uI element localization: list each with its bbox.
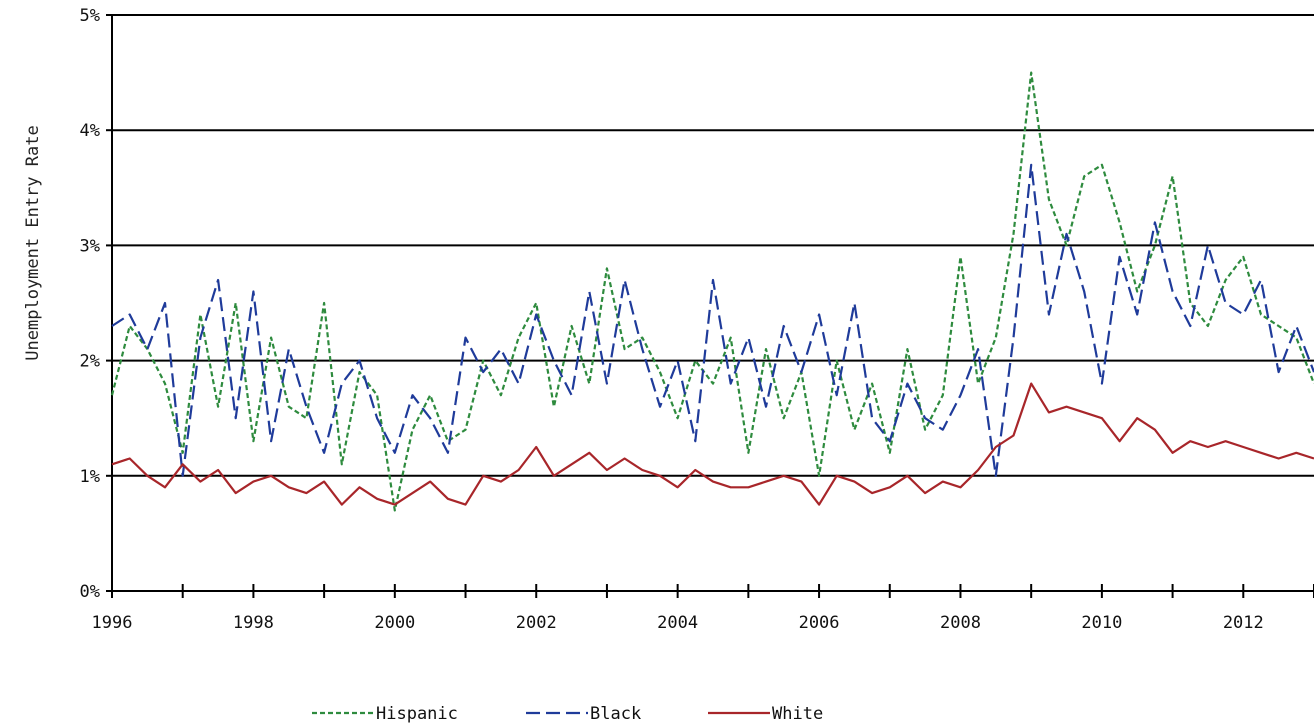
- x-tick-label-2012: 2012: [1223, 613, 1264, 633]
- x-tick-label-2010: 2010: [1081, 613, 1122, 633]
- y-tick-label-3: 3%: [80, 236, 100, 256]
- x-tick-label-2000: 2000: [374, 613, 415, 633]
- y-tick-label-2: 2%: [80, 352, 100, 372]
- x-tick-label-2008: 2008: [940, 613, 981, 633]
- x-tick-label-1996: 1996: [92, 613, 133, 633]
- y-axis-label: Unemployment Entry Rate: [23, 125, 43, 360]
- series-line-hispanic: [110, 71, 1314, 512]
- legend-label-white: White: [772, 704, 823, 724]
- legend: Hispanic Black White: [312, 704, 823, 724]
- series-line-white: [111, 382, 1314, 506]
- y-tick-label-4: 4%: [80, 121, 100, 141]
- series-lines: [110, 71, 1314, 512]
- axes: [106, 14, 1314, 598]
- x-tick-label-2006: 2006: [799, 613, 840, 633]
- x-tick-label-2004: 2004: [657, 613, 698, 633]
- y-tick-label-1: 1%: [80, 467, 100, 487]
- y-tick-label-5: 5%: [80, 6, 100, 26]
- y-tick-label-0: 0%: [80, 582, 100, 602]
- series-line-black: [111, 163, 1314, 477]
- legend-label-black: Black: [590, 704, 641, 724]
- legend-label-hispanic: Hispanic: [376, 704, 458, 724]
- x-tick-label-1998: 1998: [233, 613, 274, 633]
- tick-labels: 0% 1% 2% 3% 4% 5% 1996 1998 2000 2002 2004 2006 2008…: [80, 6, 1264, 633]
- x-tick-label-2002: 2002: [516, 613, 557, 633]
- gridlines: [112, 14, 1314, 477]
